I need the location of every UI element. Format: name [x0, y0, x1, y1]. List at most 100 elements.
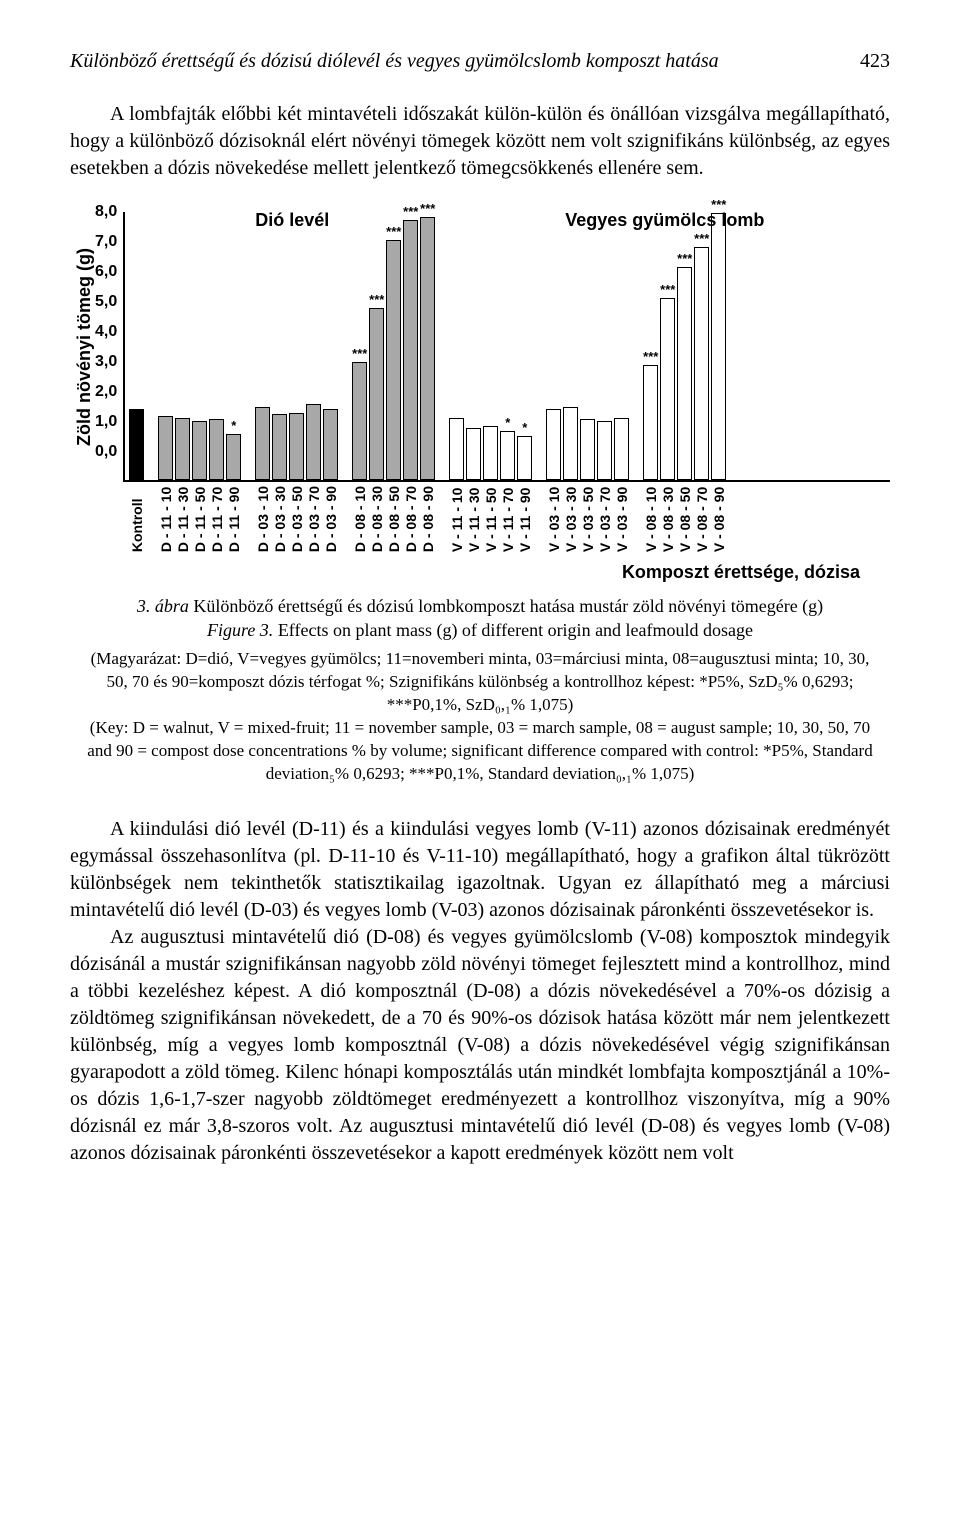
x-tick-label: D - 08 - 50	[386, 486, 401, 552]
bar	[711, 213, 726, 480]
y-tick: 1,0	[95, 407, 117, 437]
x-tick-label: D - 11 - 30	[175, 486, 190, 552]
bar-chart: Zöld növényi tömeg (g) 8,07,06,05,04,03,…	[70, 212, 890, 583]
x-tick-label: D - 03 - 50	[289, 486, 304, 552]
figure-legend: (Magyarázat: D=dió, V=vegyes gyümölcs; 1…	[80, 648, 880, 786]
bar	[449, 418, 464, 480]
x-tick-label: V - 03 - 10	[546, 486, 561, 552]
significance-marker: ***	[403, 205, 418, 219]
bar	[660, 298, 675, 480]
bar	[403, 220, 418, 480]
bar	[643, 365, 658, 480]
paragraph-body-1: A kiindulási dió levél (D-11) és a kiind…	[70, 816, 890, 924]
bar	[677, 267, 692, 480]
paragraph-body-2: Az augusztusi mintavételű dió (D-08) és …	[70, 924, 890, 1167]
paragraph-top: A lombfajták előbbi két mintavételi idős…	[70, 101, 890, 182]
significance-marker: ***	[420, 202, 435, 216]
x-tick-label: V - 03 - 90	[614, 486, 629, 552]
y-tick: 0,0	[95, 437, 117, 467]
x-tick-label: D - 11 - 70	[209, 486, 224, 552]
x-tick-label: V - 03 - 50	[580, 486, 595, 552]
running-title: Különböző érettségű és dózisú diólevél é…	[70, 50, 719, 73]
significance-marker: *	[522, 421, 527, 435]
series-label-vegyes: Vegyes gyümölcs lomb	[565, 210, 764, 231]
significance-marker: ***	[386, 225, 401, 239]
bar	[158, 416, 173, 480]
x-tick-label: V - 03 - 70	[597, 486, 612, 552]
x-tick-label: V - 08 - 90	[711, 486, 726, 552]
significance-marker: ***	[643, 350, 658, 364]
y-tick: 2,0	[95, 377, 117, 407]
significance-marker: ***	[369, 293, 384, 307]
significance-marker: *	[231, 419, 236, 433]
x-tick-label: V - 11 - 10	[449, 486, 464, 552]
bar	[500, 431, 515, 480]
bar	[466, 428, 481, 480]
y-tick: 8,0	[95, 197, 117, 227]
figure-caption: 3. ábra Különböző érettségű és dózisú lo…	[110, 595, 850, 642]
x-tick-label: V - 08 - 50	[677, 486, 692, 552]
bar	[580, 419, 595, 480]
x-tick-label: D - 11 - 10	[158, 486, 173, 552]
bar	[352, 362, 367, 480]
bar	[323, 409, 338, 480]
caption-fignum-en: Figure 3.	[207, 620, 273, 640]
x-axis-title: Komposzt érettsége, dózisa	[70, 562, 860, 583]
x-tick-label: V - 11 - 90	[517, 486, 532, 552]
significance-marker: ***	[677, 252, 692, 266]
y-axis-label: Zöld növényi tömeg (g)	[70, 212, 95, 482]
bar	[386, 240, 401, 480]
x-tick-label: V - 11 - 70	[500, 486, 515, 552]
x-tick-label: D - 03 - 30	[272, 486, 287, 552]
x-tick-label: D - 03 - 90	[323, 486, 338, 552]
y-tick: 6,0	[95, 257, 117, 287]
x-axis-labels: KontrollD - 11 - 10D - 11 - 30D - 11 - 5…	[125, 482, 890, 552]
bar	[255, 407, 270, 480]
x-tick-label: V - 03 - 30	[563, 486, 578, 552]
bar	[694, 247, 709, 480]
bar	[306, 404, 321, 480]
running-header: Különböző érettségű és dózisú diólevél é…	[70, 50, 890, 73]
y-tick: 4,0	[95, 317, 117, 347]
x-tick-label: D - 08 - 90	[420, 486, 435, 552]
x-tick-label: V - 08 - 30	[660, 486, 675, 552]
bar	[546, 409, 561, 480]
x-tick-label: D - 03 - 10	[255, 486, 270, 552]
bar	[175, 418, 190, 480]
series-label-dio: Dió levél	[255, 210, 329, 231]
bar	[563, 407, 578, 480]
x-tick-label: D - 03 - 70	[306, 486, 321, 552]
bar	[597, 421, 612, 480]
x-tick-label: V - 08 - 70	[694, 486, 709, 552]
bar	[289, 413, 304, 481]
bar	[369, 308, 384, 480]
significance-marker: ***	[660, 283, 675, 297]
bar	[420, 217, 435, 480]
x-tick-label: D - 11 - 90	[226, 486, 241, 552]
bar	[483, 426, 498, 480]
bar	[209, 419, 224, 480]
y-tick: 3,0	[95, 347, 117, 377]
x-tick-label: D - 11 - 50	[192, 486, 207, 552]
page-number: 423	[860, 50, 890, 73]
bar	[129, 409, 144, 480]
significance-marker: *	[505, 416, 510, 430]
x-tick-label: V - 08 - 10	[643, 486, 658, 552]
x-tick-label: D - 08 - 30	[369, 486, 384, 552]
bar	[614, 418, 629, 480]
plot-area: Dió levél Vegyes gyümölcs lomb *********…	[123, 212, 890, 482]
significance-marker: ***	[352, 347, 367, 361]
bar	[226, 434, 241, 480]
y-tick: 7,0	[95, 227, 117, 257]
y-tick: 5,0	[95, 287, 117, 317]
x-tick-label: V - 11 - 50	[483, 486, 498, 552]
caption-fignum-hu: 3. ábra	[137, 596, 189, 616]
x-tick-label: D - 08 - 70	[403, 486, 418, 552]
x-tick-label: V - 11 - 30	[466, 486, 481, 552]
bar	[192, 421, 207, 480]
bar	[272, 414, 287, 480]
bar	[517, 436, 532, 480]
y-axis-ticks: 8,07,06,05,04,03,02,01,00,0	[95, 212, 123, 482]
significance-marker: ***	[694, 232, 709, 246]
x-tick-label: D - 08 - 10	[352, 486, 367, 552]
